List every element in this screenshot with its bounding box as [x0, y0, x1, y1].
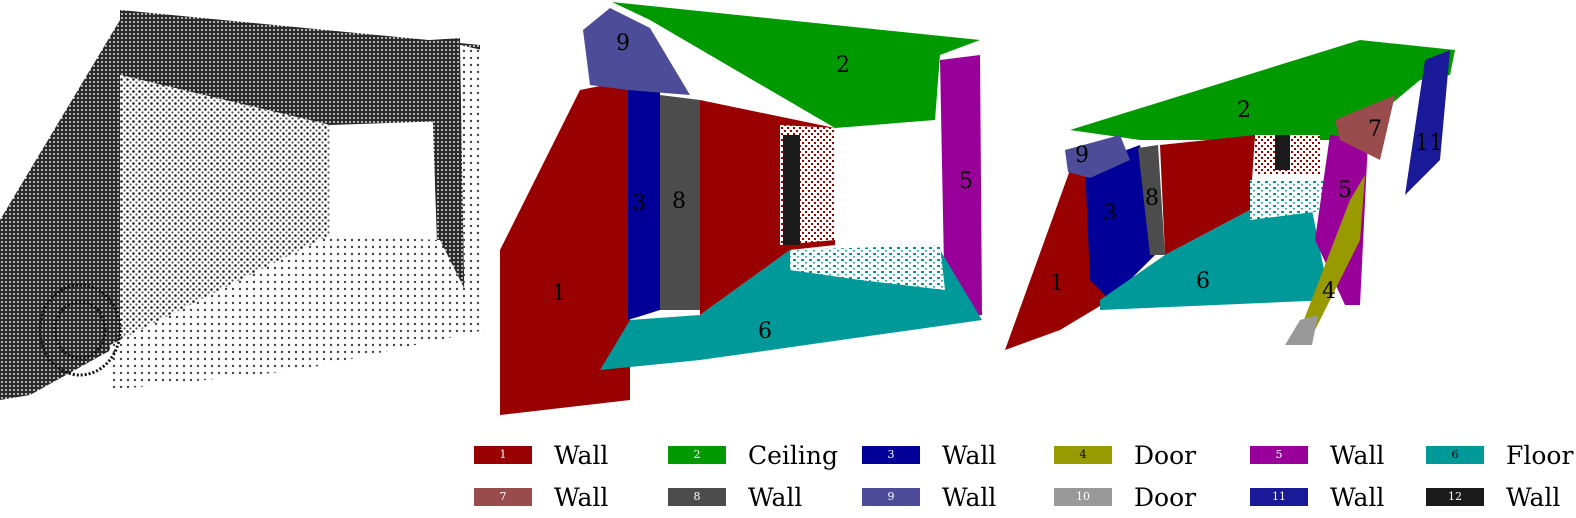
mid-label-1: 1 — [552, 281, 566, 306]
mid-seg-12 — [783, 135, 800, 245]
legend-label: Wall — [554, 483, 609, 512]
right-label-11: 11 — [1415, 131, 1443, 156]
pc-near-wall — [0, 20, 120, 400]
right-label-5: 5 — [1338, 178, 1352, 203]
mid-label-2: 2 — [836, 53, 850, 78]
pc-ceiling — [120, 10, 480, 125]
mid-label-3: 3 — [632, 191, 646, 216]
legend-label: Wall — [1506, 483, 1561, 512]
legend-swatch: 11 — [1250, 488, 1308, 506]
legend-swatch: 8 — [668, 488, 726, 506]
pc-left-wall — [120, 75, 330, 345]
right-seg-10 — [1285, 315, 1318, 345]
right-label-2: 2 — [1237, 98, 1251, 123]
segmented-view-middle — [500, 2, 982, 415]
segmented-view-right — [1005, 40, 1455, 350]
right-seg-1 — [1005, 170, 1110, 350]
pc-opening — [330, 125, 430, 235]
legend-label: Wall — [1330, 441, 1385, 470]
pc-right-wall — [460, 45, 482, 330]
right-seg-7 — [1335, 95, 1395, 160]
right-seg-2 — [1070, 40, 1455, 140]
legend-swatch: 6 — [1426, 446, 1484, 464]
mid-label-5: 5 — [959, 169, 973, 194]
right-label-9: 9 — [1075, 143, 1089, 168]
right-label-3: 3 — [1103, 201, 1117, 226]
legend-swatch: 3 — [862, 446, 920, 464]
mid-label-8: 8 — [672, 189, 686, 214]
mid-seg-3 — [628, 85, 660, 320]
legend-label: Wall — [554, 441, 609, 470]
legend-swatch: 7 — [474, 488, 532, 506]
mid-label-6: 6 — [758, 319, 772, 344]
mid-label-9: 9 — [616, 31, 630, 56]
segment-labels: 1 2 3 5 6 8 9 1 2 3 4 5 6 7 8 9 11 — [552, 31, 1443, 344]
mid-seg-5 — [940, 55, 982, 318]
right-label-6: 6 — [1196, 269, 1210, 294]
right-label-1: 1 — [1050, 271, 1064, 296]
mid-seg-9 — [583, 8, 690, 95]
right-seg-6 — [1100, 200, 1330, 310]
pc-floor — [110, 235, 485, 390]
legend-swatch: 5 — [1250, 446, 1308, 464]
pc-arc-pattern — [38, 283, 122, 377]
legend-swatch: 9 — [862, 488, 920, 506]
legend-label: Door — [1134, 483, 1197, 512]
legend-label: Wall — [942, 483, 997, 512]
legend: 1 Wall 2 Ceiling 3 Wall 4 Door 5 Wall 6 … — [474, 436, 1574, 516]
mid-seg-1 — [500, 80, 630, 415]
legend-label: Ceiling — [748, 441, 839, 470]
legend-swatch: 10 — [1054, 488, 1112, 506]
right-label-8: 8 — [1145, 186, 1159, 211]
right-seg-3 — [1085, 145, 1160, 300]
right-seg-8 — [1138, 145, 1165, 255]
legend-label: Wall — [942, 441, 997, 470]
legend-label: Floor — [1506, 441, 1574, 470]
legend-swatch: 2 — [668, 446, 726, 464]
legend-label: Wall — [748, 483, 803, 512]
right-seg-12 — [1275, 135, 1290, 170]
right-seg-9 — [1065, 135, 1130, 178]
mid-seg-8 — [660, 95, 700, 310]
right-seg-4 — [1300, 175, 1365, 330]
mid-seg-2 — [612, 2, 980, 128]
legend-swatch: 12 — [1426, 488, 1484, 506]
right-label-4: 4 — [1322, 279, 1336, 304]
raw-point-cloud — [0, 10, 485, 400]
legend-swatch: 1 — [474, 446, 532, 464]
legend-label: Door — [1134, 441, 1197, 470]
right-seg-1b — [1160, 135, 1255, 255]
legend-swatch: 4 — [1054, 446, 1112, 464]
right-label-7: 7 — [1368, 117, 1382, 142]
legend-label: Wall — [1330, 483, 1385, 512]
right-seg-11 — [1405, 50, 1450, 195]
